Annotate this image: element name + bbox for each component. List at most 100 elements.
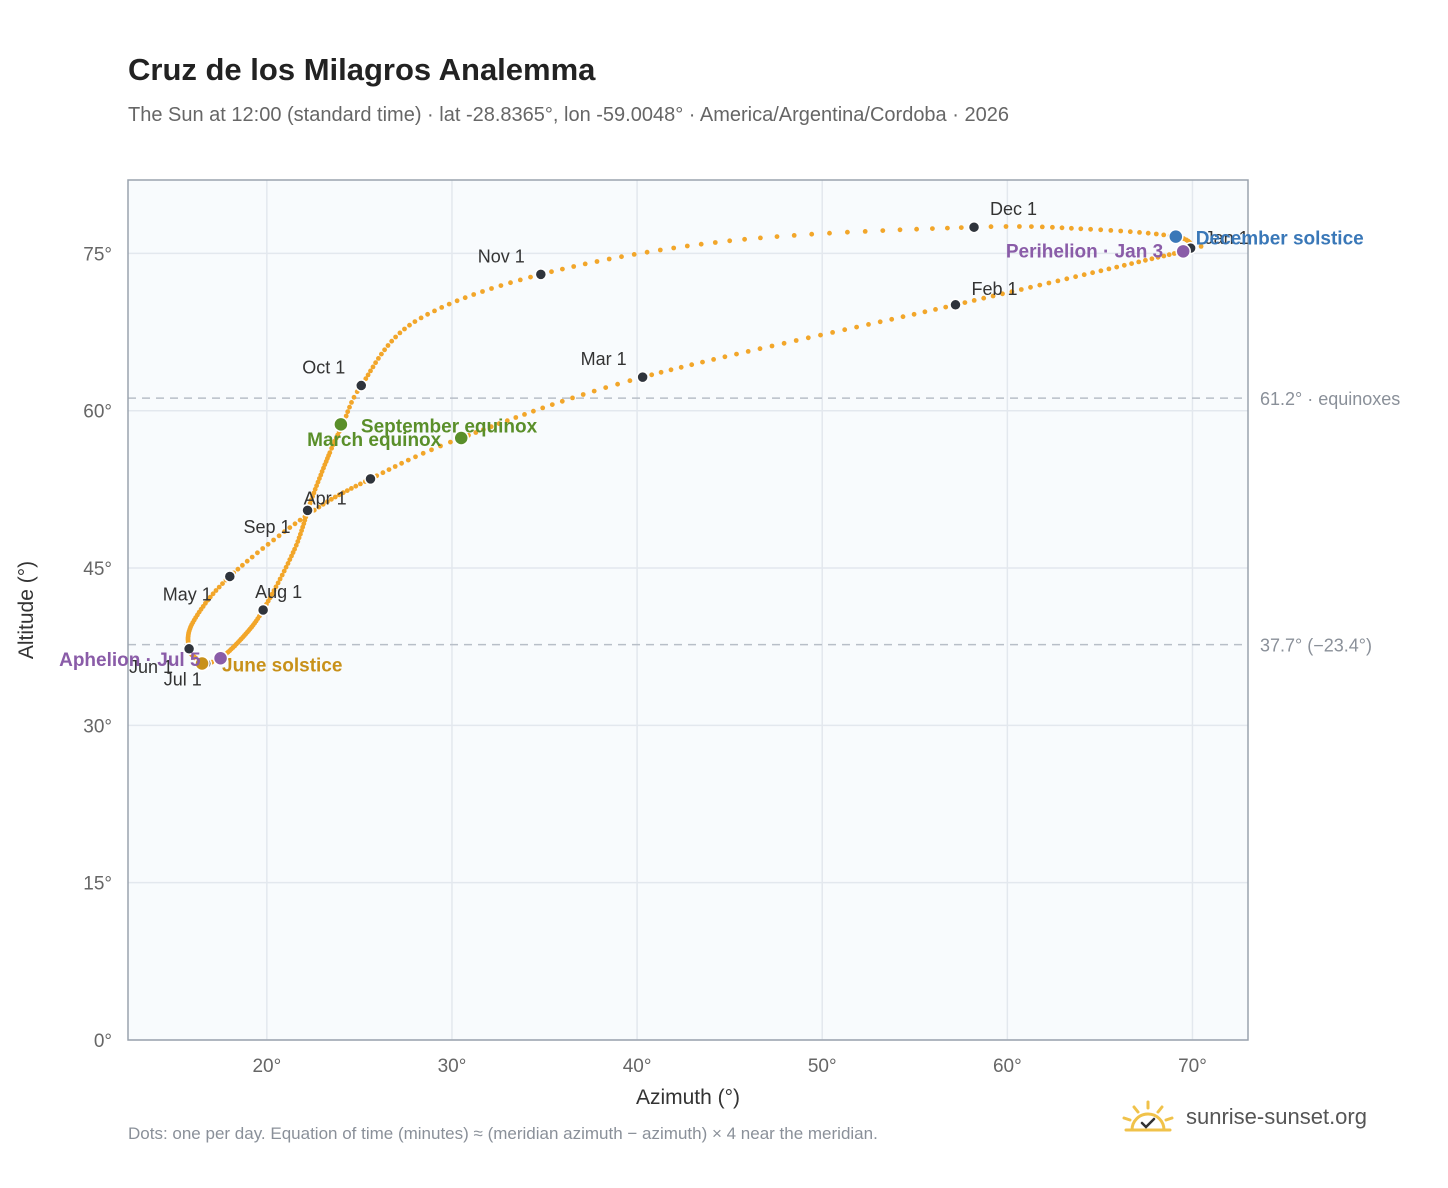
daily-dot bbox=[549, 402, 555, 407]
daily-dot bbox=[1081, 272, 1087, 278]
daily-dot bbox=[1018, 287, 1024, 292]
daily-dot bbox=[216, 584, 222, 590]
daily-dot bbox=[689, 362, 695, 368]
daily-dot bbox=[700, 359, 705, 365]
daily-dot bbox=[914, 226, 919, 232]
x-axis-label: Azimuth (°) bbox=[636, 1086, 740, 1109]
daily-dot bbox=[877, 319, 883, 325]
month-marker bbox=[949, 298, 962, 312]
daily-dot bbox=[389, 338, 395, 344]
daily-dot bbox=[311, 490, 317, 496]
daily-dot bbox=[379, 351, 384, 357]
daily-dot bbox=[399, 460, 404, 466]
daily-dot bbox=[540, 405, 546, 411]
event-label: Aphelion · Jul 5 bbox=[59, 650, 201, 671]
daily-dot bbox=[758, 235, 763, 241]
x-tick-label: 30° bbox=[438, 1056, 467, 1077]
daily-dot bbox=[358, 481, 363, 487]
daily-dot bbox=[684, 243, 690, 249]
daily-dot bbox=[448, 439, 453, 445]
daily-dot bbox=[580, 392, 586, 397]
event-marker bbox=[212, 650, 229, 666]
daily-dot bbox=[269, 591, 275, 597]
daily-dot bbox=[1127, 229, 1133, 235]
daily-dot bbox=[277, 576, 283, 582]
daily-dot bbox=[513, 415, 519, 420]
daily-dot bbox=[549, 269, 554, 275]
daily-dot bbox=[498, 283, 504, 288]
daily-dot bbox=[255, 550, 260, 556]
event-marker bbox=[333, 416, 349, 433]
daily-dot bbox=[320, 501, 326, 507]
daily-dot bbox=[316, 504, 322, 510]
daily-dot bbox=[480, 289, 485, 294]
daily-dot bbox=[327, 450, 333, 456]
daily-dot bbox=[958, 225, 964, 231]
reference-line-label: 37.7° (−23.4°) bbox=[1260, 636, 1372, 656]
daily-dot bbox=[1088, 226, 1093, 232]
daily-dot bbox=[315, 479, 321, 485]
chart-subtitle: The Sun at 12:00 (standard time) · lat -… bbox=[128, 104, 1009, 126]
daily-dot bbox=[757, 346, 763, 352]
daily-dot bbox=[392, 464, 398, 469]
daily-dot bbox=[1136, 259, 1142, 265]
daily-dot bbox=[988, 224, 994, 230]
month-label: Dec 1 bbox=[990, 199, 1037, 219]
daily-dot bbox=[866, 322, 871, 327]
daily-dot bbox=[842, 327, 848, 333]
daily-dot bbox=[627, 378, 633, 384]
daily-dot bbox=[1106, 266, 1112, 272]
month-label: Apr 1 bbox=[304, 488, 347, 508]
daily-dot bbox=[418, 315, 424, 321]
daily-dot bbox=[889, 316, 895, 322]
daily-dot bbox=[332, 494, 338, 500]
daily-dot bbox=[559, 398, 565, 404]
daily-dot bbox=[407, 322, 412, 328]
daily-dot bbox=[283, 564, 289, 570]
daily-dot bbox=[1090, 270, 1095, 276]
daily-dot bbox=[570, 395, 575, 401]
daily-dot bbox=[282, 529, 287, 534]
daily-dot bbox=[281, 568, 287, 574]
daily-dot bbox=[347, 404, 352, 410]
daily-dot bbox=[471, 292, 477, 297]
brand[interactable]: sunrise-sunset.org bbox=[1120, 1100, 1367, 1134]
daily-dot bbox=[774, 234, 780, 240]
daily-dot bbox=[649, 372, 655, 378]
month-marker bbox=[636, 370, 649, 384]
month-label: May 1 bbox=[163, 584, 212, 604]
daily-dot bbox=[496, 421, 502, 427]
daily-dot bbox=[933, 307, 938, 312]
daily-dot bbox=[488, 424, 494, 430]
x-axis-ticks: 20° 30° 40° 50° 60° 70° bbox=[252, 1056, 1206, 1077]
daily-dot bbox=[522, 412, 527, 417]
daily-dot bbox=[412, 319, 418, 324]
daily-dot bbox=[678, 364, 684, 370]
daily-dot bbox=[962, 300, 968, 305]
daily-dot bbox=[1198, 244, 1204, 249]
daily-dot bbox=[712, 240, 718, 245]
daily-dot bbox=[454, 298, 460, 304]
daily-dot bbox=[405, 457, 411, 463]
daily-dot bbox=[220, 581, 225, 586]
daily-dot bbox=[809, 231, 815, 237]
daily-dot bbox=[1069, 225, 1074, 231]
y-tick-label: 15° bbox=[83, 874, 112, 895]
daily-dot bbox=[658, 369, 664, 375]
daily-dot bbox=[1055, 278, 1061, 284]
daily-dot bbox=[240, 562, 245, 568]
y-tick-label: 30° bbox=[83, 716, 112, 737]
month-label: Mar 1 bbox=[581, 349, 627, 369]
daily-dot bbox=[249, 554, 255, 560]
daily-dot bbox=[517, 277, 523, 283]
x-tick-label: 70° bbox=[1178, 1056, 1207, 1077]
daily-dot bbox=[343, 413, 349, 419]
month-marker bbox=[301, 504, 314, 517]
daily-dot bbox=[745, 349, 751, 354]
daily-dot bbox=[425, 311, 430, 317]
daily-dot bbox=[1009, 289, 1015, 295]
event-marker bbox=[1168, 228, 1184, 245]
daily-dot bbox=[644, 249, 650, 255]
